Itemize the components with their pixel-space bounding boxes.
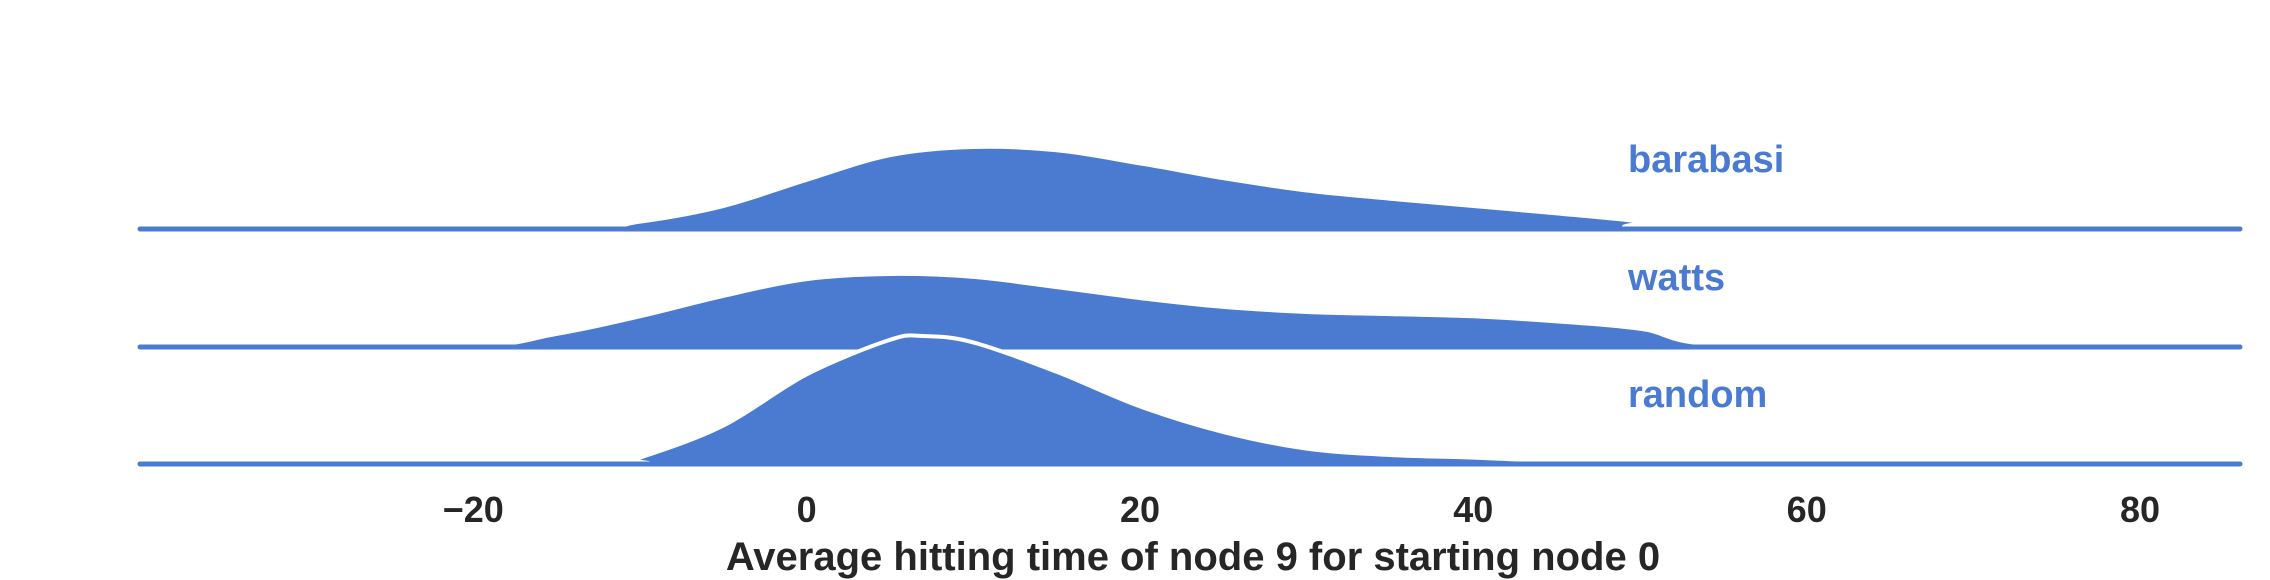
density-area-random xyxy=(140,335,2240,465)
x-tick-label: 20 xyxy=(1120,489,1160,530)
series-label-barabasi: barabasi xyxy=(1628,139,1784,181)
density-area-barabasi xyxy=(140,146,2240,230)
density-outline-barabasi xyxy=(139,144,2241,232)
density-area-watts xyxy=(140,273,2240,349)
x-tick-label: 40 xyxy=(1453,489,1493,530)
series-label-random: random xyxy=(1628,374,1767,416)
ridges-group: barabasi watts random xyxy=(137,139,2243,467)
x-axis-ticks: −20 0 20 40 60 80 xyxy=(443,489,2160,530)
x-axis-title: Average hitting time of node 9 for start… xyxy=(726,535,1660,579)
ridge-barabasi: barabasi xyxy=(137,139,2243,232)
x-tick-label: −20 xyxy=(443,489,504,530)
series-label-watts: watts xyxy=(1627,257,1725,299)
x-tick-label: 0 xyxy=(797,489,817,530)
ridge-watts: watts xyxy=(137,257,2243,351)
density-outline-watts xyxy=(139,271,2241,351)
x-tick-label: 80 xyxy=(2120,489,2160,530)
x-tick-label: 60 xyxy=(1787,489,1827,530)
ridge-random: random xyxy=(137,333,2243,467)
